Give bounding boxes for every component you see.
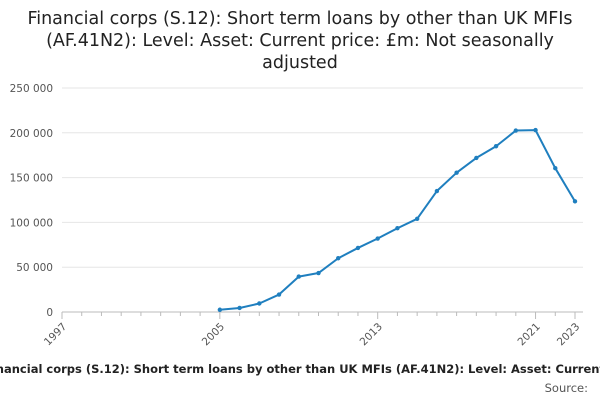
y-tick-label: 200 000 — [10, 128, 53, 140]
x-tick-label: 2023 — [555, 321, 582, 348]
data-point[interactable] — [414, 216, 420, 222]
y-tick-label: 0 — [46, 307, 53, 319]
data-point[interactable] — [375, 236, 380, 241]
source-label: Source: — [544, 381, 588, 395]
data-point[interactable] — [217, 307, 223, 312]
legend: Financial corps (S.12): Short term loans… — [0, 362, 600, 376]
data-point[interactable] — [454, 170, 459, 175]
x-tick-label: 2021 — [515, 321, 542, 348]
data-point[interactable] — [316, 270, 321, 276]
data-point[interactable] — [434, 188, 440, 194]
data-point[interactable] — [237, 305, 242, 311]
x-tick-label: 2005 — [200, 321, 227, 348]
data-point[interactable] — [572, 199, 578, 204]
data-point[interactable] — [553, 165, 558, 171]
legend-entry: Financial corps (S.12): Short term loans… — [0, 362, 600, 376]
data-point[interactable] — [395, 226, 400, 231]
data-point[interactable] — [533, 127, 538, 133]
y-tick-label: 150 000 — [10, 173, 53, 185]
axes: 0 50 000 100 000 150 000 200 000 250 000 1997 2… — [10, 83, 583, 348]
data-point[interactable] — [474, 155, 479, 161]
data-point[interactable] — [276, 292, 282, 297]
x-tick-label: 1997 — [42, 321, 69, 348]
y-tick-label: 100 000 — [10, 217, 53, 229]
series-line — [219, 129, 576, 311]
data-point[interactable] — [493, 144, 499, 149]
data-point[interactable] — [355, 245, 361, 251]
data-point[interactable] — [513, 128, 519, 133]
y-tick-label: 50 000 — [16, 262, 53, 274]
data-point[interactable] — [257, 301, 262, 306]
chart-title: Financial corps (S.12): Short term loans… — [27, 9, 573, 73]
data-point[interactable] — [296, 274, 301, 279]
x-tick-label: 2013 — [358, 321, 385, 348]
grid-lines — [62, 87, 583, 313]
y-tick-label: 250 000 — [10, 83, 53, 95]
series-layer — [217, 127, 578, 312]
data-point[interactable] — [336, 256, 341, 261]
